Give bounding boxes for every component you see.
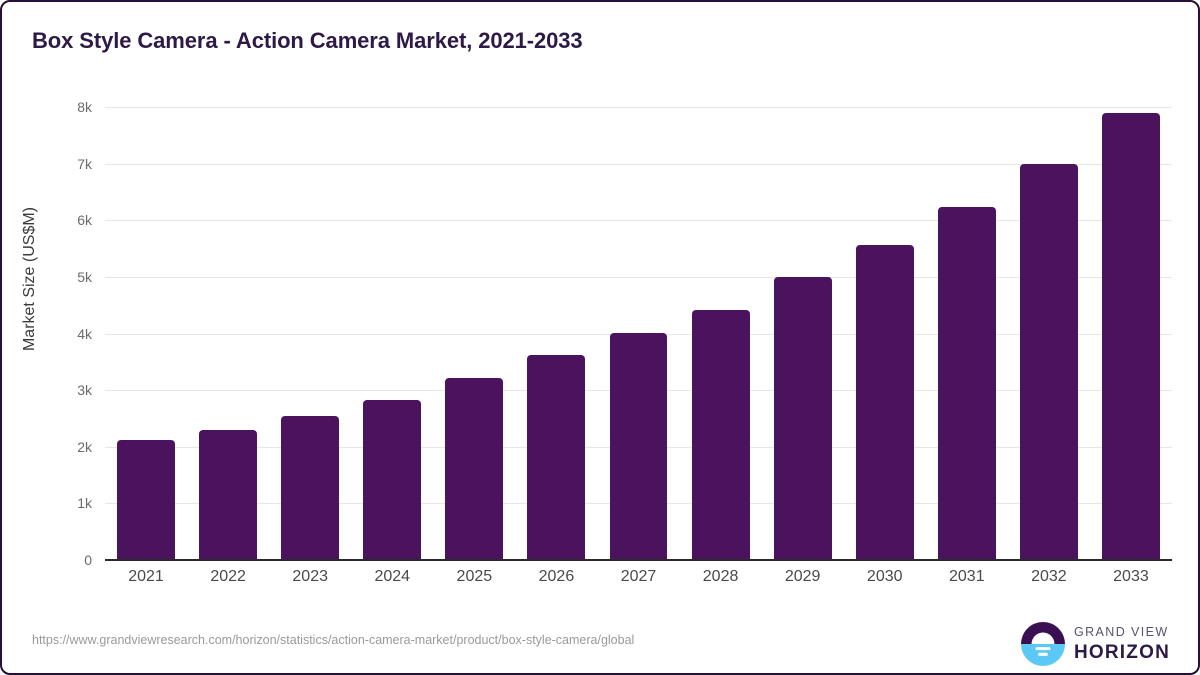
- bar-2024[interactable]: [363, 399, 422, 560]
- bar-2022[interactable]: [199, 429, 258, 560]
- brand-line-horizon: HORIZON: [1073, 641, 1170, 663]
- y-tick-label: 7k: [77, 155, 92, 172]
- y-tick-label: 4k: [77, 325, 92, 342]
- gridline: [105, 107, 1172, 108]
- x-tick-label-2021: 2021: [128, 568, 164, 585]
- brand-line-grand-view: GRAND VIEW: [1073, 625, 1169, 640]
- brand-text: GRAND VIEW HORIZON: [1074, 626, 1170, 662]
- bar-2031[interactable]: [937, 206, 996, 560]
- x-tick-label-2029: 2029: [784, 568, 821, 585]
- y-tick-label: 6k: [77, 212, 92, 229]
- bar-2032[interactable]: [1019, 163, 1078, 560]
- x-axis-ticks: 2021 2022 2023 2024 2025 2026 2027 2028 2029 2030…: [105, 568, 1172, 598]
- gridline: [105, 276, 1172, 278]
- bar-2023[interactable]: [281, 415, 340, 560]
- bar-2033[interactable]: [1102, 112, 1160, 560]
- gridline: [105, 220, 1172, 222]
- x-tick-label-2030: 2030: [866, 568, 903, 585]
- brand-logo: GRAND VIEW HORIZON: [1020, 622, 1170, 666]
- x-tick-label-2024: 2024: [374, 568, 411, 585]
- y-tick-label: 2k: [77, 438, 92, 455]
- bar-2025[interactable]: [445, 377, 504, 560]
- bar-2027[interactable]: [609, 332, 668, 560]
- horizon-logo-icon: [1020, 622, 1065, 666]
- y-axis-ticks: 0 1k 2k 3k 4k 5k 6k 7k 8k: [2, 99, 92, 568]
- x-tick-label-2028: 2028: [702, 568, 739, 585]
- x-tick-label-2033: 2033: [1113, 568, 1149, 585]
- bar-2029[interactable]: [773, 276, 832, 560]
- page-title: Box Style Camera - Action Camera Market,…: [32, 28, 583, 53]
- bar-2026[interactable]: [527, 355, 586, 560]
- bar-2021[interactable]: [117, 439, 175, 560]
- y-tick-label: 0: [84, 552, 92, 568]
- y-tick-label: 1k: [77, 495, 92, 512]
- x-tick-label-2027: 2027: [620, 568, 657, 585]
- y-tick-label: 8k: [77, 99, 92, 115]
- x-tick-label-2026: 2026: [538, 568, 575, 585]
- x-tick-label-2025: 2025: [456, 568, 493, 585]
- bar-2028[interactable]: [691, 309, 750, 560]
- gridline: [105, 163, 1172, 165]
- bar-2030[interactable]: [855, 244, 914, 560]
- x-tick-label-2023: 2023: [292, 568, 328, 585]
- x-tick-label-2022: 2022: [210, 568, 246, 585]
- x-axis-line: [105, 559, 1172, 561]
- plot-area: [105, 107, 1172, 560]
- x-tick-label-2032: 2032: [1031, 568, 1067, 585]
- x-tick-label-2031: 2031: [949, 568, 985, 585]
- y-tick-label: 3k: [77, 382, 92, 399]
- source-url[interactable]: https://www.grandviewresearch.com/horizo…: [32, 633, 635, 647]
- y-tick-label: 5k: [77, 268, 92, 285]
